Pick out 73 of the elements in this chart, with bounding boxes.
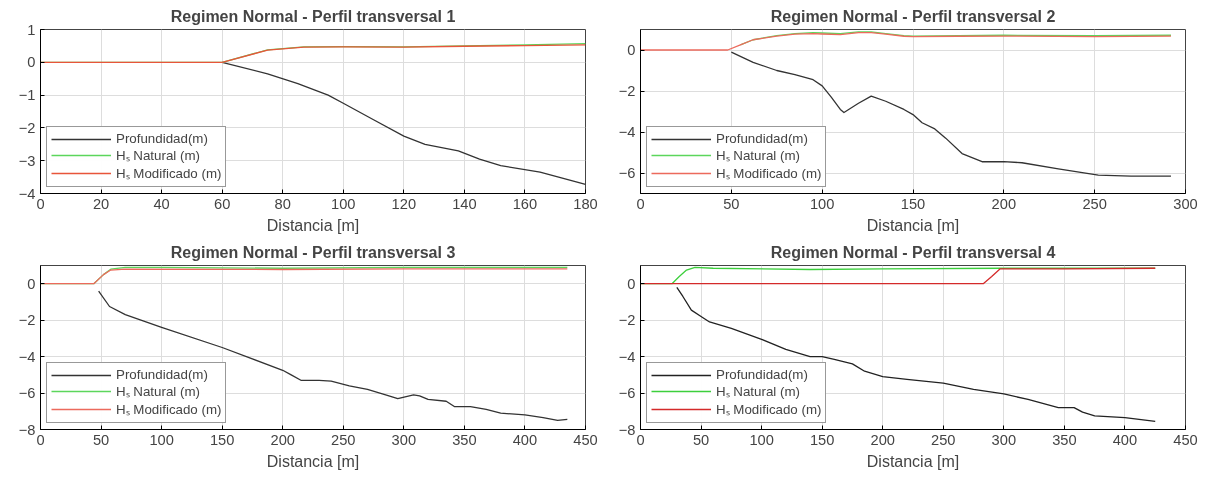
x-tick-label: 140: [452, 195, 477, 212]
x-tick-label: 200: [870, 431, 895, 448]
y-tick-label: −4: [618, 348, 636, 365]
x-tick-label: 40: [153, 195, 170, 212]
legend-label: Profundidad(m): [716, 367, 808, 382]
y-tick-label: −1: [18, 87, 36, 104]
y-tick-label: −6: [618, 165, 636, 181]
legend-label: Hₛ Modificado (m): [116, 401, 222, 418]
x-tick-label: 450: [573, 431, 598, 448]
y-tick-label: 1: [27, 21, 36, 38]
y-tick-label: 0: [627, 275, 636, 292]
y-tick-label: −6: [18, 385, 36, 402]
y-tick-label: −2: [18, 119, 36, 136]
chart-title: Regimen Normal - Perfil transversal 2: [770, 7, 1056, 25]
x-tick-label: 50: [92, 431, 110, 448]
legend-label: Profundidad(m): [116, 367, 208, 382]
x-tick-label: 250: [331, 431, 356, 448]
x-tick-label: 80: [274, 195, 291, 212]
y-tick-label: −3: [18, 152, 36, 169]
y-tick-label: −4: [618, 124, 636, 140]
x-tick-label: 150: [809, 431, 835, 448]
x-tick-label: 100: [809, 195, 835, 212]
y-tick-label: −4: [18, 185, 36, 202]
y-tick-label: 0: [627, 42, 636, 58]
x-tick-label: 150: [209, 431, 235, 448]
y-tick-label: −8: [18, 421, 36, 438]
x-tick-label: 20: [92, 195, 110, 212]
x-tick-label: 450: [1173, 431, 1198, 448]
x-tick-label: 250: [931, 431, 956, 448]
legend-label: Hₛ Natural (m): [716, 383, 800, 400]
legend-label: Hₛ Modificado (m): [716, 165, 822, 182]
x-tick-label: 350: [452, 431, 477, 448]
x-tick-label: 350: [1052, 431, 1077, 448]
x-tick-label: 100: [749, 431, 774, 448]
x-tick-label: 250: [1082, 195, 1107, 212]
x-tick-label: 300: [991, 431, 1017, 448]
x-tick-label: 400: [512, 431, 538, 448]
x-tick-label: 60: [214, 195, 231, 212]
y-tick-label: −6: [618, 385, 636, 402]
x-tick-label: 300: [391, 431, 417, 448]
legend-label: Hₛ Modificado (m): [716, 401, 822, 418]
y-tick-label: −2: [618, 312, 636, 329]
legend-label: Hₛ Modificado (m): [116, 165, 222, 182]
chart-title: Regimen Normal - Perfil transversal 1: [170, 7, 456, 25]
x-axis-title: Distancia [m]: [866, 452, 960, 470]
x-tick-label: 400: [1112, 431, 1138, 448]
legend-label: Profundidad(m): [116, 131, 208, 146]
x-tick-label: 160: [512, 195, 538, 212]
chart-title: Regimen Normal - Perfil transversal 4: [770, 243, 1056, 261]
x-tick-label: 150: [900, 195, 926, 212]
y-tick-label: −2: [18, 312, 36, 329]
legend-label: Hₛ Natural (m): [116, 383, 200, 400]
x-axis-title: Distancia [m]: [266, 216, 360, 234]
x-axis-title: Distancia [m]: [266, 452, 360, 470]
y-tick-label: 0: [27, 54, 36, 71]
x-tick-label: 100: [331, 195, 356, 212]
legend-label: Profundidad(m): [716, 131, 808, 146]
legend-label: Hₛ Natural (m): [116, 147, 200, 164]
y-tick-label: −2: [618, 83, 636, 99]
x-tick-label: 180: [573, 195, 598, 212]
x-tick-label: 300: [1173, 195, 1198, 212]
chart-title: Regimen Normal - Perfil transversal 3: [170, 243, 456, 261]
y-tick-label: −4: [18, 348, 36, 365]
legend-label: Hₛ Natural (m): [716, 147, 800, 164]
y-tick-label: −8: [618, 421, 636, 438]
x-tick-label: 50: [692, 431, 710, 448]
x-tick-label: 120: [391, 195, 417, 212]
x-tick-label: 200: [270, 431, 295, 448]
x-tick-label: 100: [149, 431, 174, 448]
x-tick-label: 50: [723, 195, 740, 212]
x-axis-title: Distancia [m]: [866, 216, 960, 234]
y-tick-label: 0: [27, 275, 36, 292]
x-tick-label: 200: [991, 195, 1017, 212]
